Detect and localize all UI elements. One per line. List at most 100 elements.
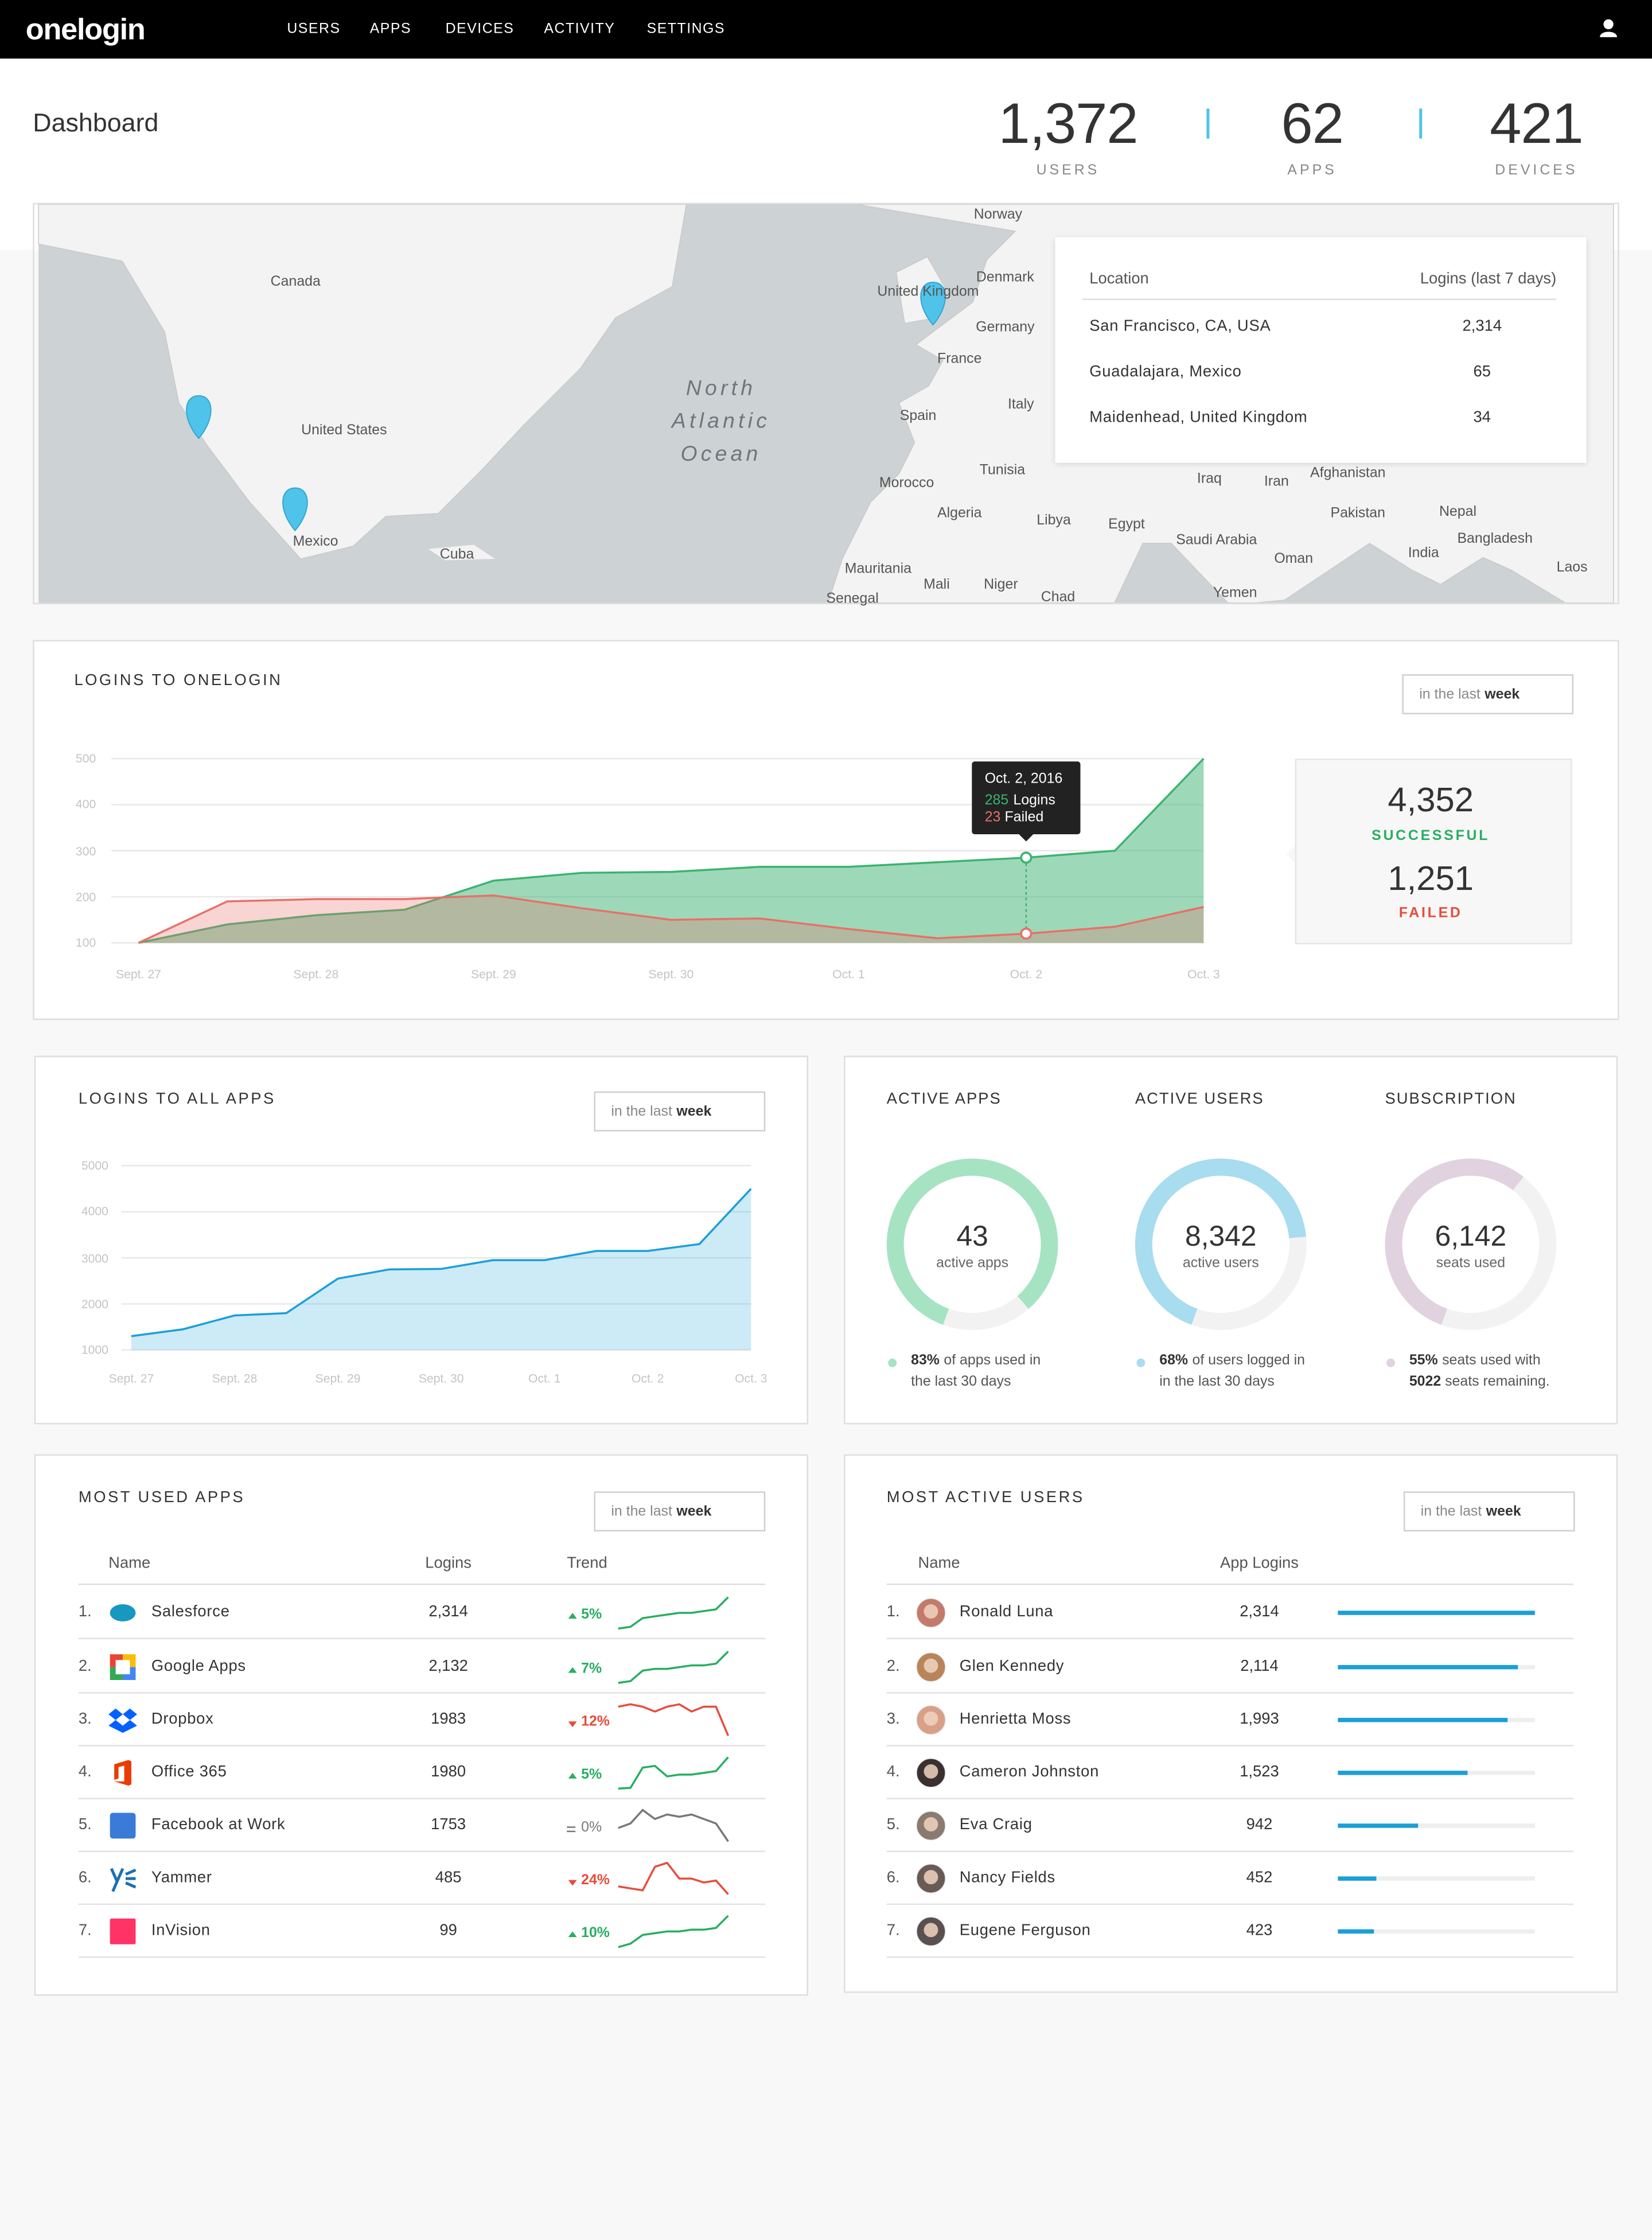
page-title: Dashboard — [33, 108, 159, 138]
bar — [1338, 1717, 1508, 1722]
rank: 1. — [886, 1603, 900, 1621]
nav-item[interactable]: SETTINGS — [646, 21, 726, 37]
app-logins: 2,314 — [428, 1603, 468, 1621]
legend-text: in the last 30 days — [1159, 1374, 1275, 1390]
y-tick-label: 100 — [75, 935, 96, 950]
map-label: Norway — [973, 207, 1023, 223]
card-title: MOST ACTIVE USERS — [886, 1489, 1085, 1507]
rank: 6. — [78, 1869, 92, 1887]
nav-item[interactable]: DEVICES — [445, 21, 515, 37]
user-name: Eugene Ferguson — [959, 1922, 1091, 1939]
trend-arrow — [568, 1612, 577, 1619]
trend-label: 5% — [581, 1767, 602, 1783]
user-name: Cameron Johnston — [959, 1763, 1100, 1781]
app-logins: 1980 — [431, 1763, 466, 1781]
column-header: Name — [108, 1555, 151, 1573]
location-logins: 65 — [1473, 363, 1491, 381]
map-label: Libya — [1037, 512, 1071, 529]
nav-item[interactable]: APPS — [369, 21, 412, 37]
card-title: ACTIVE APPS — [886, 1090, 1002, 1108]
location-table — [1055, 237, 1587, 463]
app-logins: 1753 — [431, 1816, 466, 1834]
app-name: Yammer — [151, 1869, 212, 1887]
donut-arc — [1135, 1158, 1307, 1331]
map-pin[interactable] — [186, 395, 212, 440]
app-icon — [115, 1660, 130, 1675]
user-logins: 1,523 — [1240, 1763, 1279, 1781]
map-label: Egypt — [1108, 517, 1145, 533]
donut-unit: active users — [1182, 1255, 1259, 1271]
map-label: Laos — [1556, 560, 1588, 576]
trend-arrow — [568, 1721, 577, 1728]
app-name: InVision — [151, 1922, 211, 1939]
period-dropdown[interactable]: in the last week — [594, 1491, 766, 1532]
app-logins: 99 — [439, 1922, 457, 1939]
donut-unit: seats used — [1436, 1255, 1506, 1271]
tooltip-date: Oct. 2, 2016 — [984, 771, 1063, 787]
user-icon[interactable] — [1598, 17, 1619, 40]
x-tick-label: Sept. 28 — [212, 1371, 258, 1386]
sparkline — [618, 1809, 729, 1842]
app-icon — [110, 1813, 136, 1839]
map-label: Yemen — [1213, 585, 1257, 602]
ocean-label: Ocean — [680, 442, 762, 466]
table-rule — [1082, 298, 1557, 300]
legend-dot — [888, 1358, 897, 1367]
rank: 3. — [78, 1710, 92, 1728]
tooltip-box — [972, 761, 1081, 835]
trend-arrow — [568, 1772, 577, 1779]
most-used-apps-card — [34, 1454, 808, 1996]
point-marker — [1020, 851, 1032, 864]
donut-arc — [886, 1158, 1058, 1331]
user-logins: 423 — [1246, 1922, 1273, 1939]
summary-box — [1295, 759, 1572, 944]
ocean-label: North — [685, 376, 757, 401]
map-label: Italy — [1007, 397, 1034, 413]
donut-value: 6,142 — [1435, 1221, 1507, 1253]
avatar-face — [924, 1764, 938, 1779]
card-title: SUBSCRIPTION — [1385, 1090, 1517, 1108]
stat-divider — [1206, 108, 1209, 139]
map-label: Cuba — [439, 547, 474, 563]
period-dropdown[interactable]: in the last week — [594, 1091, 766, 1131]
legend-text: 68% — [1159, 1352, 1189, 1369]
x-tick-label: Sept. 30 — [648, 966, 694, 981]
x-tick-label: Sept. 27 — [116, 966, 161, 981]
location-logins: 2,314 — [1462, 317, 1502, 335]
map-label: Iraq — [1197, 471, 1222, 488]
trend-arrow — [568, 1931, 577, 1938]
bar-track — [1338, 1823, 1535, 1828]
rank: 7. — [886, 1922, 900, 1939]
period-dropdown[interactable]: in the last week — [1403, 1491, 1575, 1532]
x-tick-label: Oct. 1 — [832, 966, 865, 981]
rank: 4. — [78, 1763, 92, 1781]
map-pin[interactable] — [282, 487, 308, 532]
y-tick-label: 300 — [75, 843, 96, 858]
sparkline — [618, 1650, 729, 1684]
map-label: Mali — [924, 577, 950, 593]
column-header: Logins — [425, 1555, 472, 1573]
most-active-users-card — [844, 1454, 1618, 1993]
nav-item[interactable]: ACTIVITY — [544, 21, 615, 37]
map-label: Niger — [984, 577, 1018, 593]
failed-label: FAILED — [1398, 905, 1463, 921]
location-name: Guadalajara, Mexico — [1089, 363, 1242, 381]
avatar-face — [924, 1923, 938, 1938]
series-area — [138, 759, 1204, 943]
map-label: Nepal — [1439, 504, 1477, 520]
legend-text: of apps used in — [944, 1352, 1041, 1369]
map-pin[interactable] — [920, 282, 946, 326]
x-tick-label: Oct. 3 — [735, 1371, 767, 1386]
app-icon — [110, 1604, 136, 1621]
trend-label: 0% — [581, 1820, 602, 1836]
summary-pointer — [1286, 845, 1295, 863]
activity-card — [844, 1055, 1618, 1425]
legend-text: the last 30 days — [911, 1374, 1011, 1390]
period-dropdown[interactable]: in the last week — [1402, 674, 1574, 714]
tooltip-logins-label: Logins — [1013, 792, 1055, 809]
map-label: Senegal — [826, 591, 879, 608]
location-name: San Francisco, CA, USA — [1089, 317, 1271, 335]
nav-item[interactable]: USERS — [287, 21, 341, 37]
app-name: Office 365 — [151, 1763, 227, 1781]
